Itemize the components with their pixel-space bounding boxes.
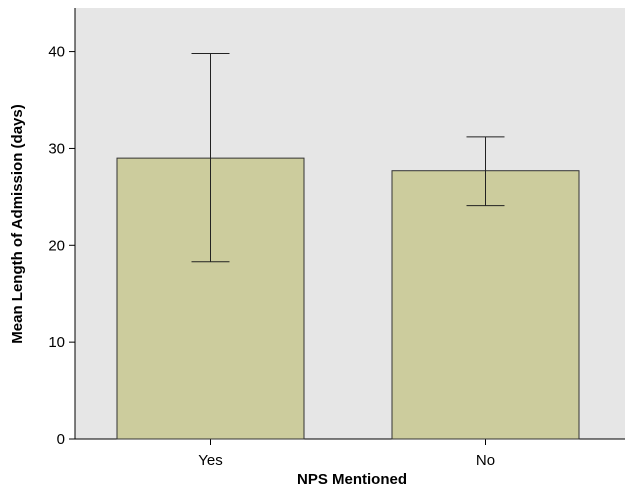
bar-no [391, 170, 580, 440]
x-tick-label: No [476, 452, 495, 469]
y-axis-title: Mean Length of Admission (days) [9, 104, 26, 343]
y-axis: 0 10 20 30 40 [48, 8, 76, 448]
y-tick-label: 10 [48, 334, 65, 351]
error-bars [191, 53, 505, 263]
x-axis-title: NPS Mentioned [297, 471, 407, 488]
y-tick-label: 0 [57, 431, 65, 448]
y-tick-label: 20 [48, 237, 65, 254]
y-tick-label: 30 [48, 140, 65, 157]
x-axis: Yes No [75, 438, 625, 469]
x-tick-label: Yes [198, 452, 222, 469]
y-tick-label: 40 [48, 44, 65, 61]
